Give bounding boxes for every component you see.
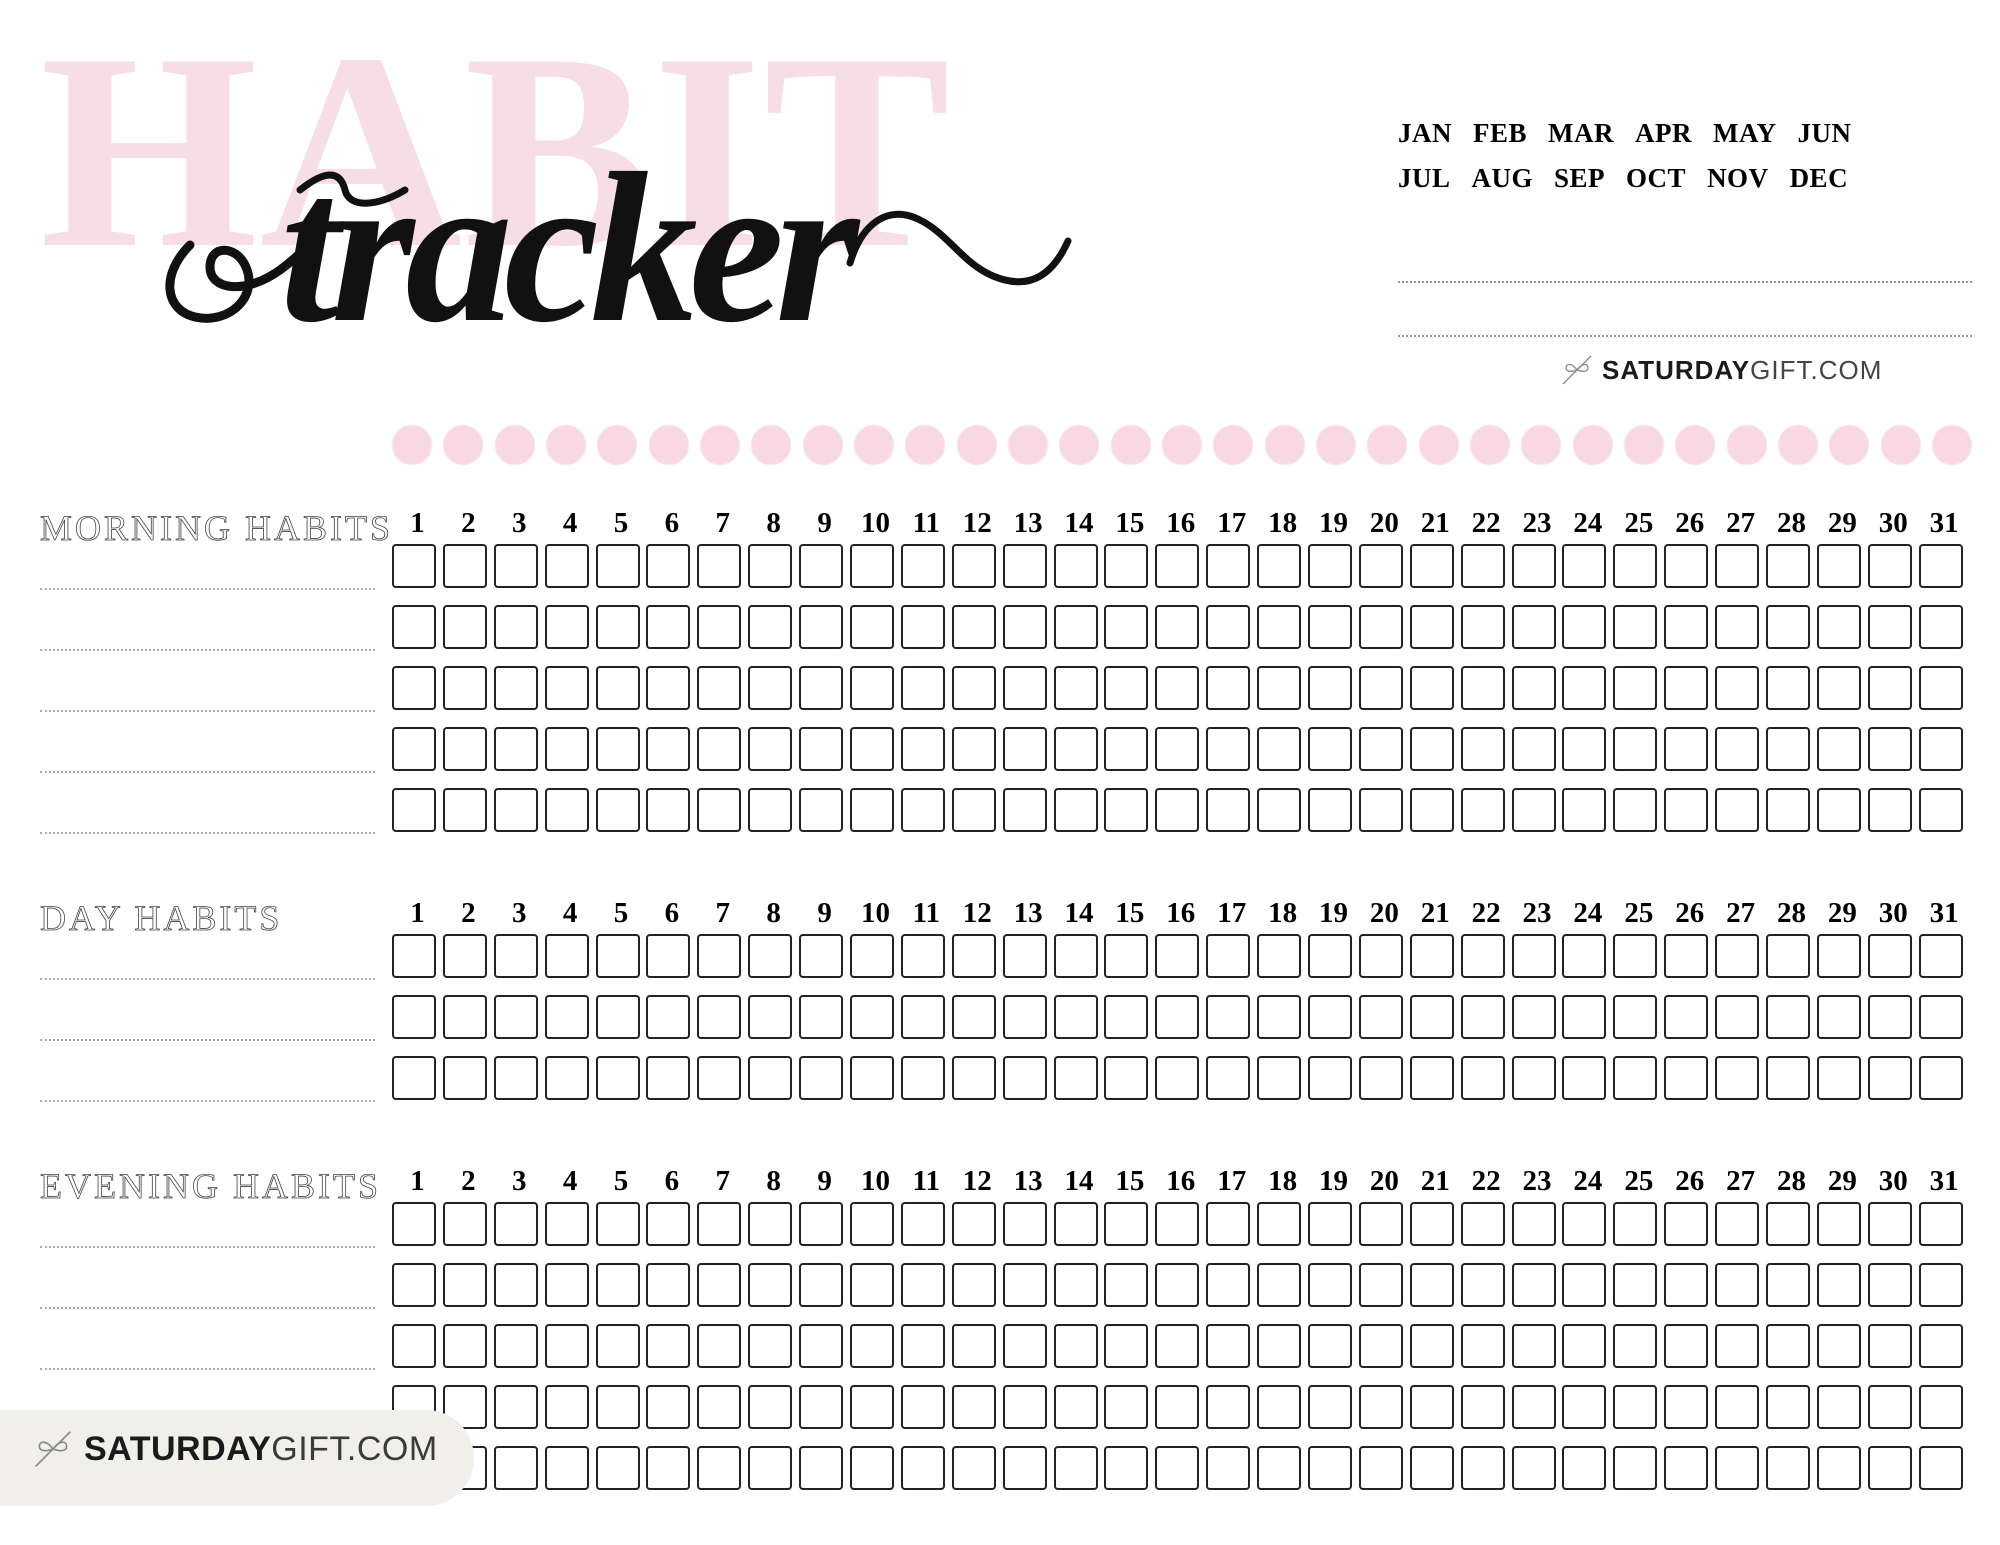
svg-text:tracker: tracker: [280, 128, 861, 367]
